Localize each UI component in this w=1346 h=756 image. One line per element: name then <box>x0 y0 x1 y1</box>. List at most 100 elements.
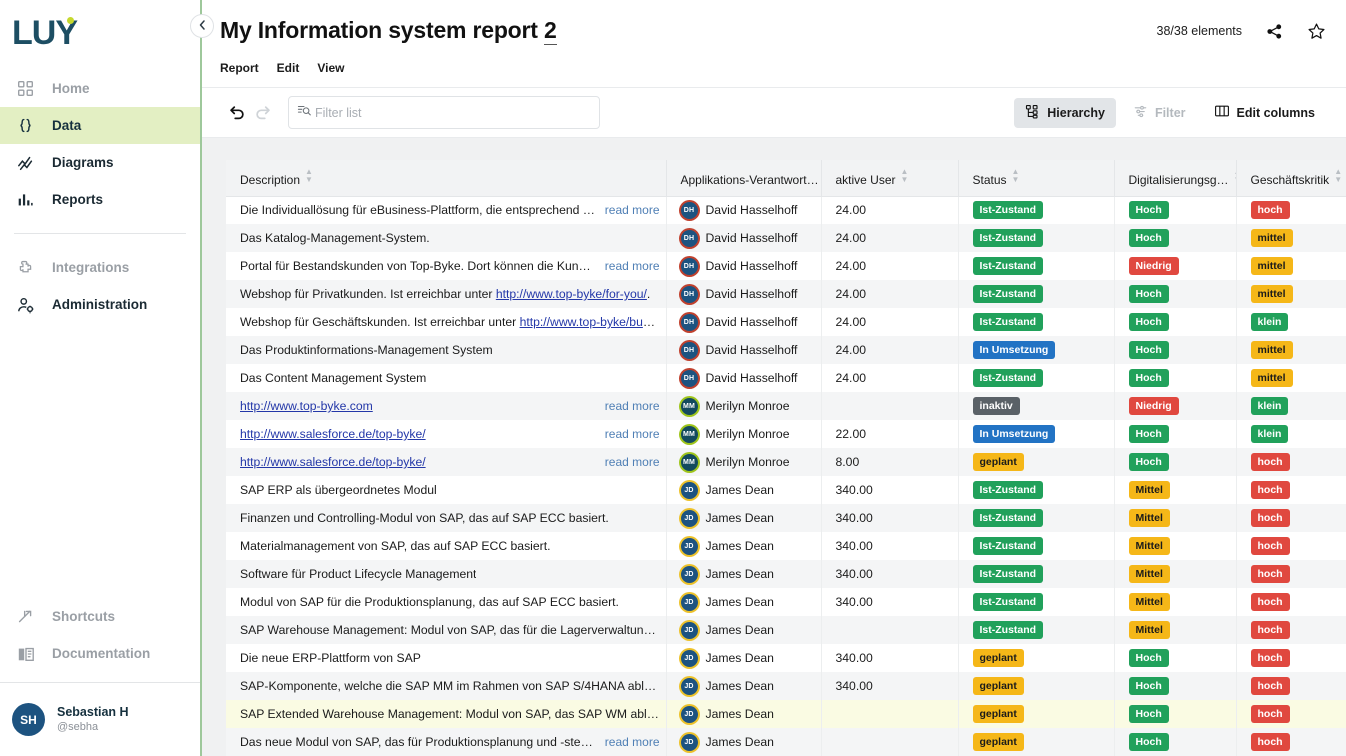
cell-status[interactable]: In Umsetzung <box>958 420 1115 448</box>
cell-owner[interactable]: JD James Dean <box>666 588 822 616</box>
cell-description[interactable]: Modul von SAP für die Produktionsplanung… <box>226 588 667 616</box>
read-more-link[interactable]: read more <box>604 259 660 273</box>
read-more-link[interactable]: read more <box>604 427 660 441</box>
cell-owner[interactable]: MM Merilyn Monroe <box>666 392 822 420</box>
cell-owner[interactable]: JD James Dean <box>666 616 822 644</box>
table-row[interactable]: SAP Warehouse Management: Modul von SAP,… <box>226 616 1346 644</box>
cell-active-users[interactable]: 340.00 <box>821 644 959 672</box>
cell-geschaeftskritikalitaet[interactable]: hoch <box>1236 560 1346 588</box>
cell-description[interactable]: Finanzen und Controlling-Modul von SAP, … <box>226 504 667 532</box>
table-column-header[interactable]: aktive User ▲ ▼ <box>821 160 959 197</box>
cell-description[interactable]: Die Individuallösung für eBusiness-Platt… <box>226 196 667 224</box>
table-row[interactable]: Das Content Management System DH David Has… <box>226 364 1346 392</box>
cell-digitalisierungsgrad[interactable]: Hoch <box>1114 644 1237 672</box>
sidebar-item-home[interactable]: Home <box>0 70 200 107</box>
read-more-link[interactable]: read more <box>604 455 660 469</box>
cell-status[interactable]: Ist-Zustand <box>958 560 1115 588</box>
table-row[interactable]: Die neue ERP-Plattform von SAP JD James De… <box>226 644 1346 672</box>
cell-description[interactable]: SAP-Komponente, welche die SAP MM im Rah… <box>226 672 667 700</box>
sidebar-user-profile[interactable]: SH Sebastian H @sebha <box>0 682 200 756</box>
cell-geschaeftskritikalitaet[interactable]: hoch <box>1236 700 1346 728</box>
sidebar-item-data[interactable]: Data <box>0 107 200 144</box>
cell-digitalisierungsgrad[interactable]: Hoch <box>1114 448 1237 476</box>
cell-description[interactable]: Das Content Management System <box>226 364 667 392</box>
cell-active-users[interactable]: 340.00 <box>821 672 959 700</box>
cell-digitalisierungsgrad[interactable]: Hoch <box>1114 420 1237 448</box>
table-scroll-area[interactable]: Description▲▼Applikations-Verantwort…▲▼a… <box>202 138 1346 756</box>
cell-owner[interactable]: JD James Dean <box>666 672 822 700</box>
table-column-header[interactable]: Digitalisierungsg… ▲▼ <box>1114 160 1237 197</box>
cell-description[interactable]: Das neue Modul von SAP, das für Produkti… <box>226 728 667 756</box>
cell-digitalisierungsgrad[interactable]: Mittel <box>1114 476 1237 504</box>
cell-status[interactable]: Ist-Zustand <box>958 280 1115 308</box>
cell-active-users[interactable]: 24.00 <box>821 252 959 280</box>
cell-status[interactable]: geplant <box>958 672 1115 700</box>
cell-digitalisierungsgrad[interactable]: Hoch <box>1114 224 1237 252</box>
edit-columns-button[interactable]: Edit columns <box>1203 98 1326 128</box>
description-link[interactable]: http://www.salesforce.de/top-byke/ <box>240 427 426 441</box>
cell-status[interactable]: geplant <box>958 448 1115 476</box>
cell-owner[interactable]: JD James Dean <box>666 504 822 532</box>
table-row[interactable]: http://www.salesforce.de/top-byke/read m… <box>226 420 1346 448</box>
cell-active-users[interactable]: 24.00 <box>821 308 959 336</box>
cell-owner[interactable]: JD James Dean <box>666 532 822 560</box>
table-row[interactable]: Modul von SAP für die Produktionsplanung… <box>226 588 1346 616</box>
cell-status[interactable]: Ist-Zustand <box>958 532 1115 560</box>
cell-geschaeftskritikalitaet[interactable]: hoch <box>1236 448 1346 476</box>
table-row[interactable]: Die Individuallösung für eBusiness-Platt… <box>226 196 1346 224</box>
cell-digitalisierungsgrad[interactable]: Hoch <box>1114 672 1237 700</box>
table-row[interactable]: Das Produktinformations-Management Syste… <box>226 336 1346 364</box>
cell-geschaeftskritikalitaet[interactable]: hoch <box>1236 532 1346 560</box>
cell-status[interactable]: Ist-Zustand <box>958 476 1115 504</box>
cell-digitalisierungsgrad[interactable]: Hoch <box>1114 196 1237 224</box>
cell-digitalisierungsgrad[interactable]: Mittel <box>1114 532 1237 560</box>
share-icon[interactable] <box>1264 21 1284 41</box>
cell-active-users[interactable]: 340.00 <box>821 504 959 532</box>
cell-digitalisierungsgrad[interactable]: Mittel <box>1114 560 1237 588</box>
cell-digitalisierungsgrad[interactable]: Hoch <box>1114 364 1237 392</box>
cell-description[interactable]: SAP ERP als übergeordnetes Modul <box>226 476 667 504</box>
cell-geschaeftskritikalitaet[interactable]: hoch <box>1236 728 1346 756</box>
cell-digitalisierungsgrad[interactable]: Niedrig <box>1114 392 1237 420</box>
table-row[interactable]: Materialmanagement von SAP, das auf SAP … <box>226 532 1346 560</box>
undo-icon[interactable] <box>224 100 250 126</box>
cell-digitalisierungsgrad[interactable]: Mittel <box>1114 504 1237 532</box>
table-row[interactable]: Webshop für Privatkunden. Ist erreichbar… <box>226 280 1346 308</box>
cell-geschaeftskritikalitaet[interactable]: hoch <box>1236 672 1346 700</box>
cell-owner[interactable]: JD James Dean <box>666 728 822 756</box>
table-row[interactable]: Das neue Modul von SAP, das für Produkti… <box>226 728 1346 756</box>
cell-active-users[interactable]: 24.00 <box>821 280 959 308</box>
read-more-link[interactable]: read more <box>604 399 660 413</box>
cell-active-users[interactable]: 340.00 <box>821 532 959 560</box>
cell-owner[interactable]: DH David Hasselhoff <box>666 364 822 392</box>
cell-geschaeftskritikalitaet[interactable]: hoch <box>1236 616 1346 644</box>
cell-active-users[interactable]: 22.00 <box>821 420 959 448</box>
table-row[interactable]: Webshop für Geschäftskunden. Ist erreich… <box>226 308 1346 336</box>
cell-owner[interactable]: JD James Dean <box>666 476 822 504</box>
cell-status[interactable]: Ist-Zustand <box>958 616 1115 644</box>
cell-owner[interactable]: MM Merilyn Monroe <box>666 448 822 476</box>
cell-geschaeftskritikalitaet[interactable]: mittel <box>1236 364 1346 392</box>
cell-description[interactable]: Webshop für Privatkunden. Ist erreichbar… <box>226 280 667 308</box>
cell-owner[interactable]: DH David Hasselhoff <box>666 308 822 336</box>
hierarchy-button[interactable]: Hierarchy <box>1014 97 1116 128</box>
table-row[interactable]: Portal für Bestandskunden von Top-Byke. … <box>226 252 1346 280</box>
cell-owner[interactable]: DH David Hasselhoff <box>666 196 822 224</box>
filter-button[interactable]: Filter <box>1122 98 1197 128</box>
cell-active-users[interactable]: 24.00 <box>821 336 959 364</box>
cell-active-users[interactable] <box>821 392 959 420</box>
cell-description[interactable]: Portal für Bestandskunden von Top-Byke. … <box>226 252 667 280</box>
table-row[interactable]: SAP ERP als übergeordnetes Modul JD James … <box>226 476 1346 504</box>
table-row[interactable]: http://www.top-byke.com read more MM Merily… <box>226 392 1346 420</box>
cell-active-users[interactable] <box>821 700 959 728</box>
cell-status[interactable]: Ist-Zustand <box>958 224 1115 252</box>
cell-active-users[interactable]: 340.00 <box>821 476 959 504</box>
sidebar-item-administration[interactable]: Administration <box>0 286 200 323</box>
sidebar-item-diagrams[interactable]: Diagrams <box>0 144 200 181</box>
cell-geschaeftskritikalitaet[interactable]: klein <box>1236 392 1346 420</box>
cell-status[interactable]: In Umsetzung <box>958 336 1115 364</box>
cell-active-users[interactable]: 8.00 <box>821 448 959 476</box>
table-row[interactable]: Das Katalog-Management-System. DH David Ha… <box>226 224 1346 252</box>
cell-geschaeftskritikalitaet[interactable]: mittel <box>1236 280 1346 308</box>
cell-geschaeftskritikalitaet[interactable]: mittel <box>1236 224 1346 252</box>
